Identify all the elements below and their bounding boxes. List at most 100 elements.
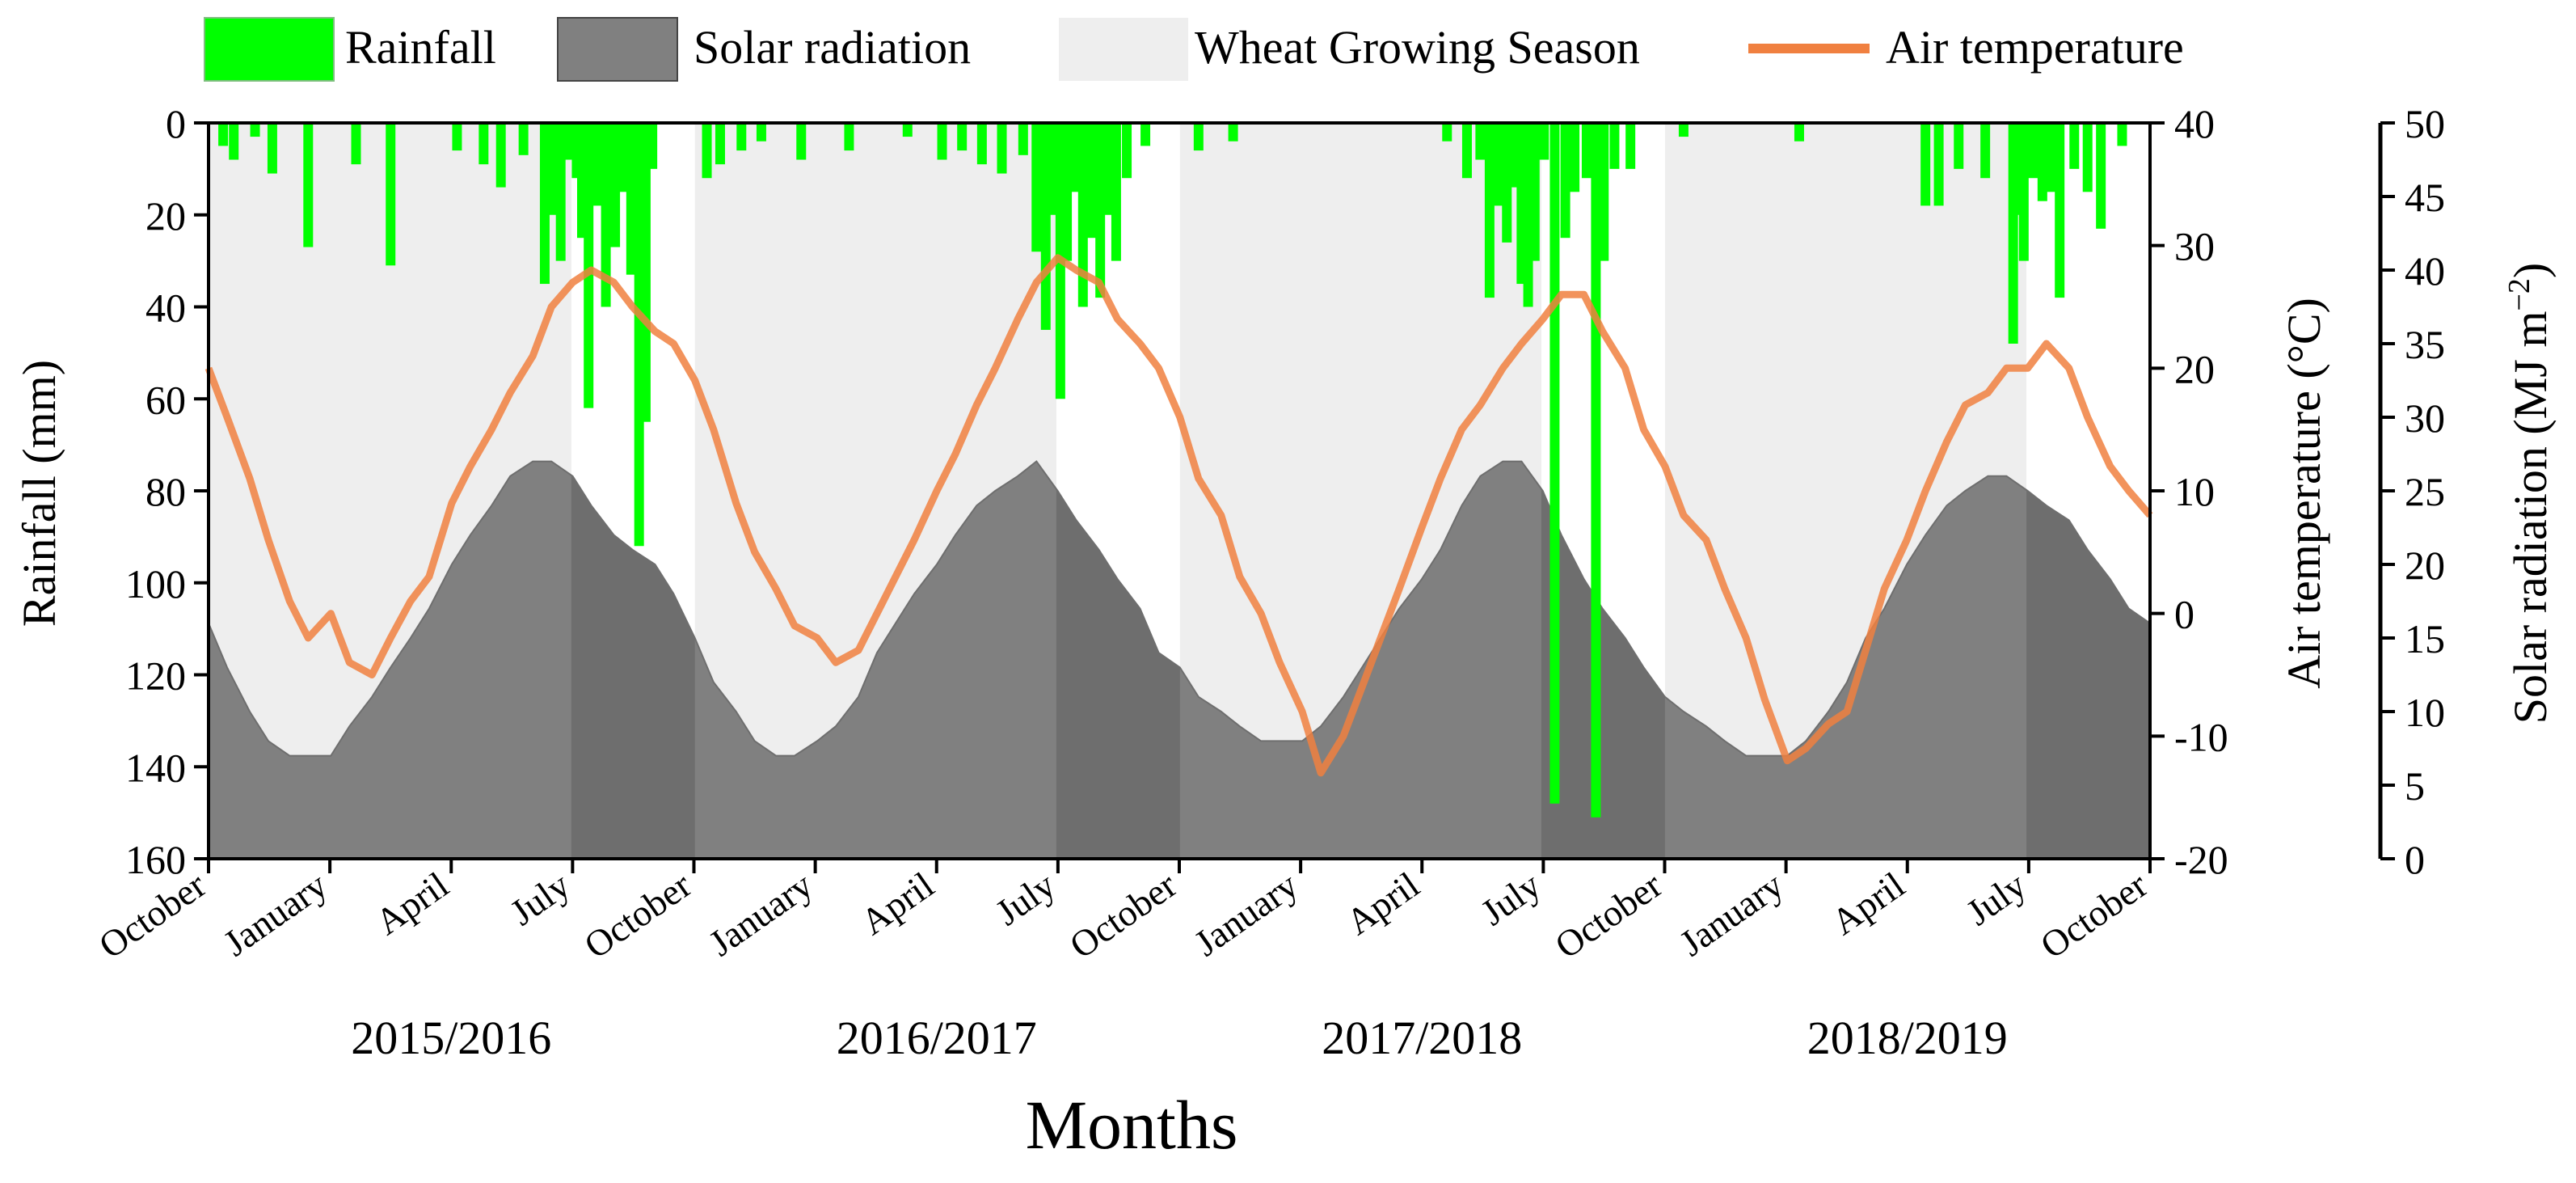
rainfall-tick-label: 40 xyxy=(145,285,186,331)
rainfall-bar xyxy=(844,123,854,151)
month-tick-label: April xyxy=(368,864,456,942)
month-tick-label: July xyxy=(1474,864,1548,933)
rainfall-bar xyxy=(1103,123,1114,215)
rainfall-bar xyxy=(1111,123,1121,261)
temperature-tick-label: 0 xyxy=(2174,592,2194,637)
legend-temperature-label: Air temperature xyxy=(1886,21,2184,74)
temperature-tick-label: 10 xyxy=(2174,469,2215,514)
solar-tick-label: 30 xyxy=(2405,395,2445,441)
air-temperature-series-line xyxy=(204,254,2153,777)
rainfall-bar xyxy=(1077,123,1088,307)
rainfall-bar xyxy=(715,123,725,165)
legend: Rainfall Solar radiation Wheat Growing S… xyxy=(204,17,2184,82)
rainfall-bar xyxy=(2055,123,2065,298)
solar-axis-title: Solar radiation (MJ m−2) xyxy=(2502,263,2557,724)
solar-tick-label: 25 xyxy=(2405,469,2445,514)
rainfall-bar xyxy=(495,123,506,188)
rainfall-axis-title: Rainfall (mm) xyxy=(13,360,65,627)
rainfall-bar xyxy=(937,123,947,160)
month-tick-label: October xyxy=(577,864,699,966)
solar-tick-label: 50 xyxy=(2405,101,2445,146)
rainfall-bar xyxy=(957,123,968,151)
rainfall-bar xyxy=(2037,123,2047,201)
rainfall-bar xyxy=(756,123,766,142)
rainfall-bar xyxy=(1794,123,1804,142)
legend-season-label: Wheat Growing Season xyxy=(1195,21,1640,74)
legend-rainfall-label: Rainfall xyxy=(345,21,496,74)
month-tick-label: April xyxy=(1339,864,1427,942)
x-axis-title: Months xyxy=(1026,1086,1238,1164)
rainfall-bar xyxy=(267,123,277,174)
rainfall-bar xyxy=(518,123,529,155)
rainfall-bar xyxy=(1062,123,1073,261)
rainfall-bar xyxy=(1122,123,1132,179)
month-tick-label: July xyxy=(989,864,1063,933)
rainfall-tick-label: 160 xyxy=(125,837,186,882)
rainfall-bar xyxy=(1609,123,1620,169)
rainfall-bar xyxy=(1086,123,1096,239)
rainfall-bar xyxy=(601,123,611,307)
solar-summer-shade xyxy=(1541,488,1665,859)
rainfall-bar xyxy=(250,123,260,137)
rainfall-bar xyxy=(1228,123,1238,142)
rainfall-bar xyxy=(1560,123,1570,239)
rainfall-bar xyxy=(1461,123,1472,179)
rainfall-bar xyxy=(1484,123,1495,298)
rainfall-bar xyxy=(1980,123,1991,179)
rainfall-bar xyxy=(1625,123,1636,169)
rainfall-bar xyxy=(452,123,462,151)
rainfall-bar xyxy=(2069,123,2080,169)
temperature-tick-label: -20 xyxy=(2174,837,2228,882)
month-tick-label: January xyxy=(216,864,334,964)
season-year-label: 2016/2017 xyxy=(837,1012,1037,1064)
temperature-axis-title: Air temperature (°C) xyxy=(2278,298,2330,689)
rainfall-bars xyxy=(218,123,2127,818)
rainfall-bar xyxy=(647,123,658,169)
rainfall-tick-label: 20 xyxy=(145,193,186,239)
solar-tick-label: 40 xyxy=(2405,248,2445,294)
legend-solar-label: Solar radiation xyxy=(694,21,971,74)
rainfall-bar xyxy=(1095,123,1106,298)
season-year-label: 2017/2018 xyxy=(1322,1012,1522,1064)
solar-summer-shade xyxy=(1056,488,1180,859)
solar-tick-label: 45 xyxy=(2405,175,2445,220)
solar-summer-shade xyxy=(2026,489,2150,859)
rainfall-bar xyxy=(618,123,628,192)
rainfall-bar xyxy=(229,123,239,160)
rainfall-bar xyxy=(626,123,636,275)
month-tick-label: July xyxy=(503,864,577,933)
rainfall-bar xyxy=(1442,123,1452,142)
month-tick-label: January xyxy=(1672,864,1790,964)
rainfall-bar xyxy=(1920,123,1931,206)
rainfall-bar xyxy=(479,123,489,165)
rainfall-bar xyxy=(303,123,314,247)
season-year-label: 2015/2016 xyxy=(351,1012,551,1064)
legend-season-swatch xyxy=(1059,18,1188,81)
rainfall-bar xyxy=(592,123,603,206)
rainfall-bar xyxy=(2082,123,2093,192)
rainfall-bar xyxy=(555,123,566,261)
rainfall-bar xyxy=(1140,123,1151,146)
rainfall-bar xyxy=(386,123,396,266)
month-tick-label: October xyxy=(1062,864,1184,966)
rainfall-bar xyxy=(563,123,574,160)
season-year-label: 2018/2019 xyxy=(1807,1012,2008,1064)
rainfall-bar xyxy=(546,123,557,215)
rainfall-bar xyxy=(584,123,594,408)
rainfall-bar xyxy=(1502,123,1512,243)
solar-tick-label: 35 xyxy=(2405,322,2445,367)
rainfall-bar xyxy=(702,123,712,179)
air-temperature-line xyxy=(204,254,2153,777)
rainfall-bar xyxy=(1018,123,1028,155)
rainfall-bar xyxy=(997,123,1007,174)
rainfall-bar xyxy=(1069,123,1080,192)
solar-axis-title-main: Solar radiation (MJ m xyxy=(2504,311,2557,725)
rainfall-bar xyxy=(351,123,361,165)
legend-rainfall-swatch xyxy=(204,17,335,82)
month-tick-label: July xyxy=(1959,864,2034,933)
rainfall-bar xyxy=(2018,123,2029,261)
rainfall-bar xyxy=(1933,123,1944,206)
rainfall-bar xyxy=(1539,123,1549,160)
